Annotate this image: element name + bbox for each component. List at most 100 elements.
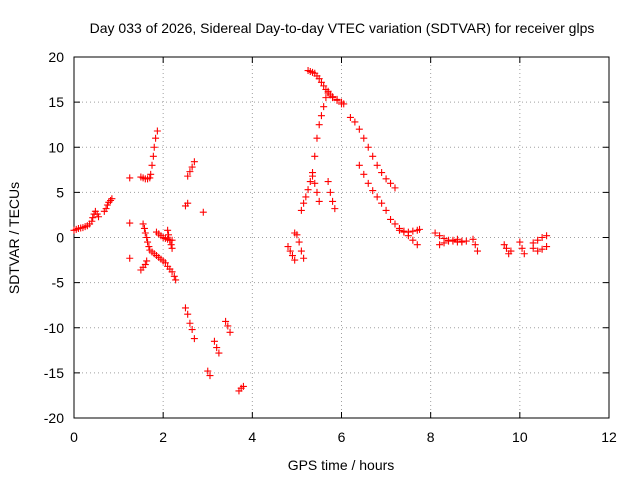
series-arc-23	[346, 113, 399, 192]
data-point	[172, 276, 180, 284]
x-axis-title: GPS time / hours	[288, 457, 395, 473]
data-point	[288, 252, 296, 260]
series-arc-10	[184, 158, 198, 180]
data-point	[387, 215, 395, 223]
y-tick-label: -15	[44, 365, 64, 381]
data-point	[306, 178, 314, 186]
data-point	[152, 134, 160, 142]
data-point	[518, 244, 526, 252]
data-point	[355, 161, 363, 169]
series-arc-32	[529, 232, 551, 247]
y-tick-label: 15	[48, 94, 64, 110]
y-tick-label: 0	[56, 230, 64, 246]
data-point	[190, 158, 198, 166]
data-point	[140, 224, 148, 232]
data-point	[148, 161, 156, 169]
data-point	[239, 382, 247, 390]
data-point	[322, 94, 330, 102]
series-arc-14	[210, 337, 223, 357]
data-point	[449, 236, 457, 244]
data-point	[149, 152, 157, 160]
data-point	[145, 243, 153, 251]
data-point	[166, 236, 174, 244]
data-point	[184, 310, 192, 318]
series-arc-11	[181, 304, 198, 343]
data-point	[295, 238, 303, 246]
data-point	[108, 195, 116, 203]
data-point	[293, 231, 301, 239]
data-point	[317, 78, 325, 86]
data-point	[373, 193, 381, 201]
data-point	[382, 206, 390, 214]
data-point	[543, 243, 551, 251]
y-tick-label: 10	[48, 139, 64, 155]
data-point	[400, 227, 408, 235]
data-point	[534, 247, 542, 255]
y-tick-label: -20	[44, 410, 64, 426]
data-point	[351, 118, 359, 126]
data-point	[520, 250, 528, 258]
data-point	[213, 344, 221, 352]
data-point	[416, 225, 424, 233]
data-point	[170, 272, 178, 280]
data-point	[473, 247, 481, 255]
points-layer	[70, 67, 551, 395]
series-arc-06	[139, 220, 180, 284]
data-point	[471, 241, 479, 249]
data-point	[391, 184, 399, 192]
data-point	[186, 168, 194, 176]
data-point	[364, 143, 372, 151]
data-point	[102, 205, 110, 213]
data-point	[300, 199, 308, 207]
x-tick-label: 6	[338, 429, 346, 445]
series-arc-28	[469, 235, 481, 255]
data-point	[165, 231, 173, 239]
series-arc-20	[304, 67, 345, 108]
data-point	[409, 227, 417, 235]
data-point	[507, 247, 515, 255]
data-point	[88, 217, 96, 225]
data-point	[168, 268, 176, 276]
data-point	[311, 152, 319, 160]
data-point	[543, 232, 551, 240]
tick-layer: 0 2 4 6 8 10 12 -20 -15 -10 -5 0 5 10 15 20	[44, 49, 617, 445]
data-point	[206, 372, 214, 380]
x-tick-label: 0	[70, 429, 78, 445]
data-point	[378, 169, 386, 177]
data-point	[146, 174, 154, 182]
grid-layer	[74, 57, 609, 418]
series-arc-27	[436, 235, 466, 249]
data-point	[378, 199, 386, 207]
series-arc-03	[126, 174, 134, 262]
data-point	[311, 179, 319, 187]
data-point	[226, 328, 234, 336]
data-point	[355, 125, 363, 133]
data-point	[302, 193, 310, 201]
data-point	[436, 232, 444, 240]
data-point	[143, 234, 151, 241]
data-point	[313, 134, 321, 142]
data-point	[395, 226, 403, 234]
series-arc-02	[100, 195, 116, 215]
data-point	[360, 170, 368, 178]
data-point	[516, 238, 524, 246]
data-point	[329, 93, 337, 101]
data-point	[147, 170, 155, 178]
data-point	[164, 226, 172, 234]
x-tick-label: 12	[601, 429, 617, 445]
data-point	[95, 213, 103, 221]
data-point	[309, 172, 317, 180]
x-tick-label: 10	[512, 429, 528, 445]
data-point	[300, 254, 308, 262]
chart-title: Day 033 of 2026, Sidereal Day-to-day VTE…	[90, 20, 595, 36]
data-point	[326, 188, 334, 196]
data-point	[181, 304, 189, 312]
data-point	[315, 121, 323, 129]
series-arc-13	[204, 367, 214, 380]
series-arc-05	[137, 257, 151, 274]
data-point	[139, 220, 147, 228]
y-tick-label: 5	[56, 184, 64, 200]
series-arc-16	[235, 382, 247, 395]
series-arc-12	[199, 208, 207, 216]
